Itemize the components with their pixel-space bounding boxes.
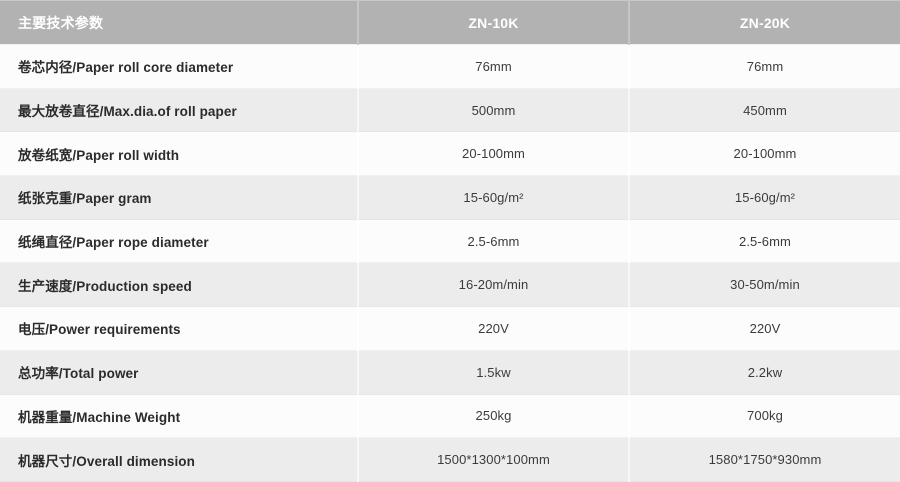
table-header: 主要技术参数 ZN-10K ZN-20K xyxy=(0,0,900,45)
cell-parameter-name: 电压/Power requirements xyxy=(0,306,358,351)
cell-parameter-name: 机器重量/Machine Weight xyxy=(0,393,358,439)
cell-value-zn20k: 2.2kw xyxy=(628,349,900,395)
cell-value-zn10k: 15-60g/m² xyxy=(357,175,629,220)
header-cell-model-zn20k: ZN-20K xyxy=(628,0,900,45)
cell-value-zn20k: 450mm xyxy=(628,87,900,133)
header-cell-parameter: 主要技术参数 xyxy=(0,0,358,45)
table-row: 纸张克重/Paper gram 15-60g/m² 15-60g/m² xyxy=(0,175,900,220)
cell-value-zn10k: 20-100mm xyxy=(357,131,629,177)
cell-parameter-name: 机器尺寸/Overall dimension xyxy=(0,437,358,482)
cell-value-zn10k: 500mm xyxy=(357,87,629,133)
table-row: 机器重量/Machine Weight 250kg 700kg xyxy=(0,393,900,439)
table-row: 电压/Power requirements 220V 220V xyxy=(0,306,900,351)
cell-value-zn10k: 2.5-6mm xyxy=(357,218,629,264)
cell-parameter-name: 卷芯内径/Paper roll core diameter xyxy=(0,44,358,89)
cell-parameter-name: 纸绳直径/Paper rope diameter xyxy=(0,218,358,264)
cell-value-zn20k: 15-60g/m² xyxy=(628,175,900,220)
cell-parameter-name: 放卷纸宽/Paper roll width xyxy=(0,131,358,177)
cell-value-zn10k: 1.5kw xyxy=(357,349,629,395)
cell-value-zn20k: 20-100mm xyxy=(628,131,900,177)
table-body: 卷芯内径/Paper roll core diameter 76mm 76mm 最大放… xyxy=(0,44,900,482)
table-row: 放卷纸宽/Paper roll width 20-100mm 20-100mm xyxy=(0,131,900,177)
cell-value-zn20k: 1580*1750*930mm xyxy=(628,437,900,482)
table-row: 生产速度/Production speed 16-20m/min 30-50m/mi… xyxy=(0,262,900,308)
cell-value-zn10k: 1500*1300*100mm xyxy=(357,437,629,482)
cell-value-zn10k: 220V xyxy=(357,306,629,351)
cell-parameter-name: 最大放卷直径/Max.dia.of roll paper xyxy=(0,87,358,133)
cell-value-zn20k: 2.5-6mm xyxy=(628,218,900,264)
cell-value-zn20k: 30-50m/min xyxy=(628,262,900,308)
table-header-row: 主要技术参数 ZN-10K ZN-20K xyxy=(0,0,900,45)
cell-value-zn20k: 700kg xyxy=(628,393,900,439)
table-row: 最大放卷直径/Max.dia.of roll paper 500mm 450mm xyxy=(0,87,900,133)
cell-parameter-name: 生产速度/Production speed xyxy=(0,262,358,308)
cell-value-zn20k: 76mm xyxy=(628,44,900,89)
table-row: 纸绳直径/Paper rope diameter 2.5-6mm 2.5-6mm xyxy=(0,218,900,264)
cell-value-zn20k: 220V xyxy=(628,306,900,351)
cell-parameter-name: 纸张克重/Paper gram xyxy=(0,175,358,220)
header-cell-model-zn10k: ZN-10K xyxy=(357,0,629,45)
cell-value-zn10k: 76mm xyxy=(357,44,629,89)
table-row: 机器尺寸/Overall dimension 1500*1300*100mm 158… xyxy=(0,437,900,482)
table-row: 卷芯内径/Paper roll core diameter 76mm 76mm xyxy=(0,44,900,89)
table-row: 总功率/Total power 1.5kw 2.2kw xyxy=(0,349,900,395)
cell-parameter-name: 总功率/Total power xyxy=(0,349,358,395)
cell-value-zn10k: 250kg xyxy=(357,393,629,439)
cell-value-zn10k: 16-20m/min xyxy=(357,262,629,308)
